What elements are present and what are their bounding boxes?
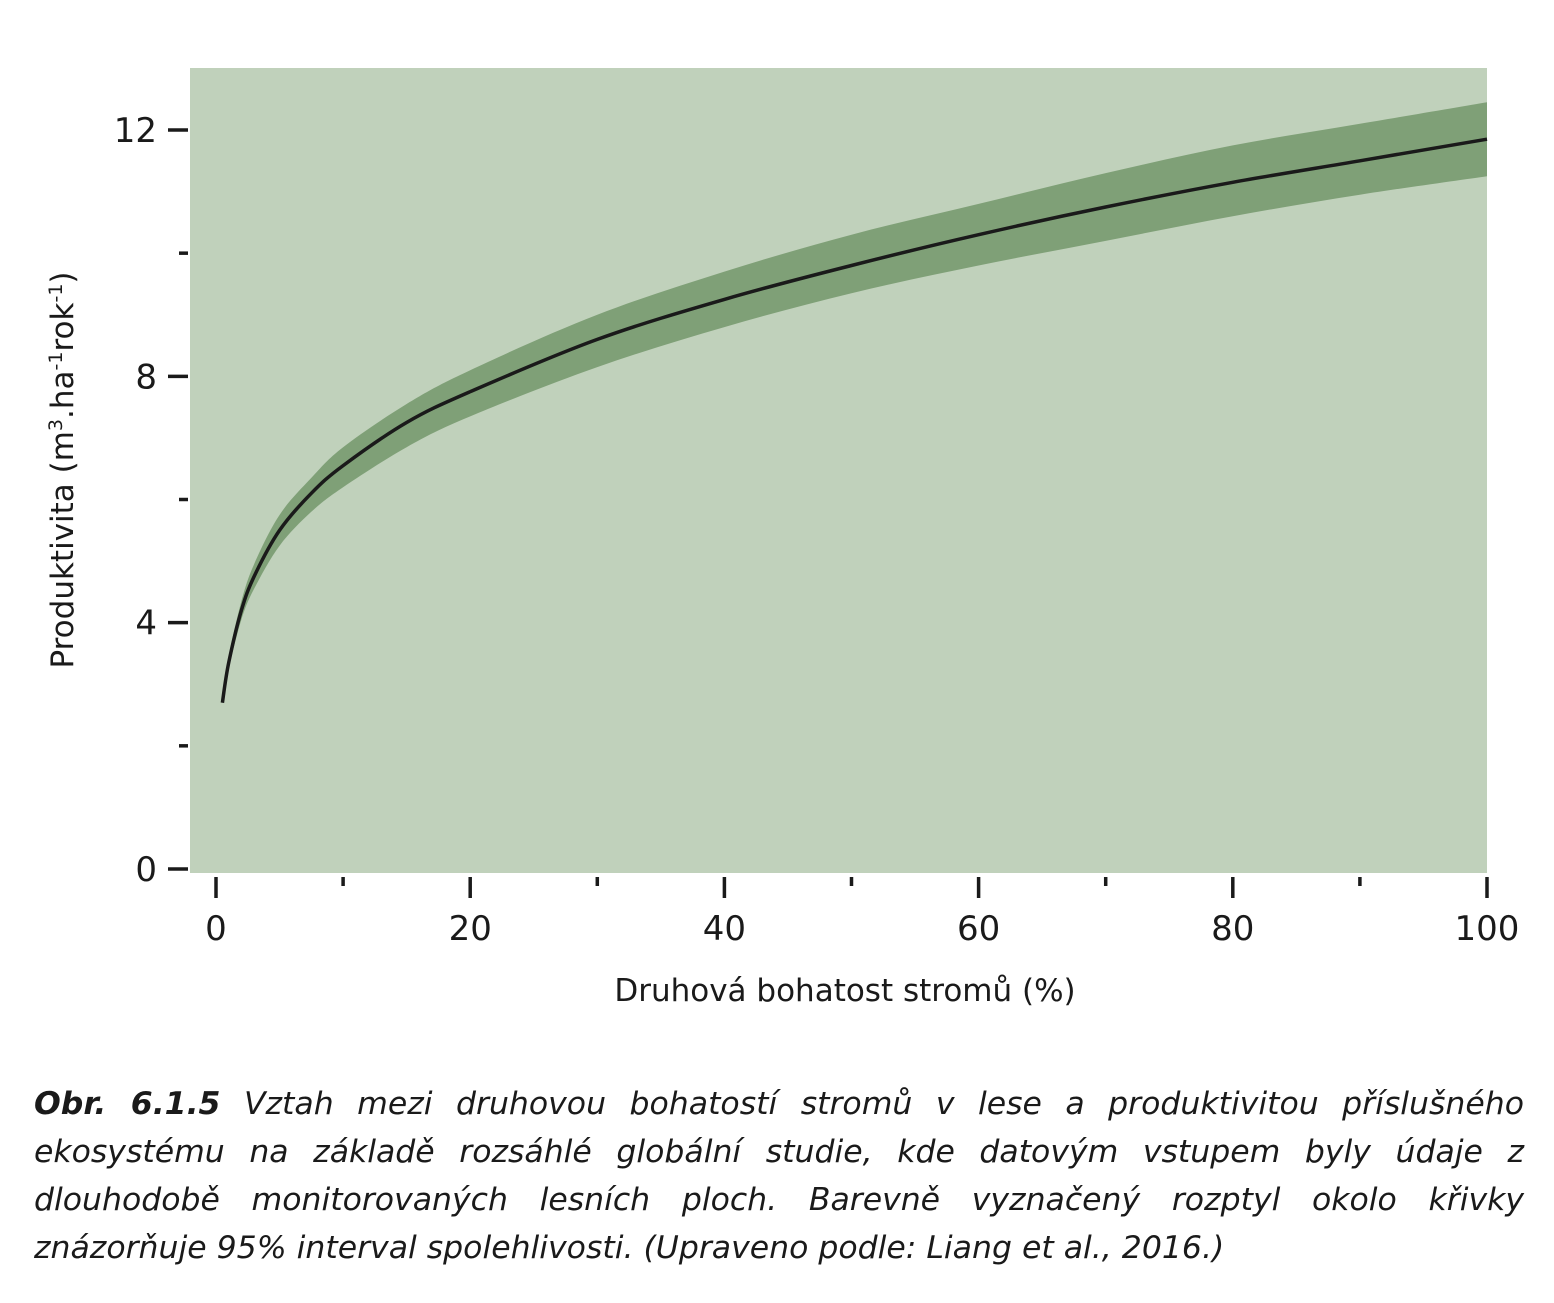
y-tick-label: 4: [135, 604, 157, 644]
x-axis-label: Druhová bohatost stromů (%): [614, 973, 1075, 1009]
y-tick-label: 8: [135, 357, 157, 397]
y-axis-label-superscript: 3: [45, 419, 67, 431]
fit-curve: [220, 137, 1488, 703]
y-axis-label-part: .ha: [45, 370, 81, 419]
y-axis-label-part: ): [45, 271, 81, 283]
x-tick-label: 40: [703, 909, 746, 949]
x-tick-label: 100: [1455, 909, 1520, 949]
chart: 0 20 40 60 80 100 0 4 8 12 Druhová bohatost stro…: [45, 68, 1519, 1009]
y-axis-label-part: Produktivita (m: [45, 431, 81, 668]
y-tick-label: 12: [114, 111, 157, 151]
y-axis-ticks: 0 4 8 12: [114, 111, 188, 890]
y-tick-label: 0: [135, 850, 157, 890]
figure-number: Obr. 6.1.5: [34, 1086, 221, 1122]
figure-caption: Obr. 6.1.5 Vztah mezi druhovou bohatostí…: [34, 1080, 1524, 1272]
y-axis-label-part: rok: [45, 302, 81, 351]
x-tick-label: 60: [957, 909, 1000, 949]
y-axis-label: Produktivita (m3.ha-1rok-1): [45, 271, 81, 668]
y-axis-label-superscript: -1: [45, 284, 67, 303]
x-axis-ticks: 0 20 40 60 80 100: [205, 877, 1519, 949]
x-tick-label: 20: [449, 909, 492, 949]
caption-text: Vztah mezi druhovou bohatostí stromů v l…: [34, 1086, 1524, 1266]
x-tick-label: 0: [205, 909, 227, 949]
y-axis-label-superscript: -1: [45, 352, 67, 371]
x-tick-label: 80: [1211, 909, 1254, 949]
